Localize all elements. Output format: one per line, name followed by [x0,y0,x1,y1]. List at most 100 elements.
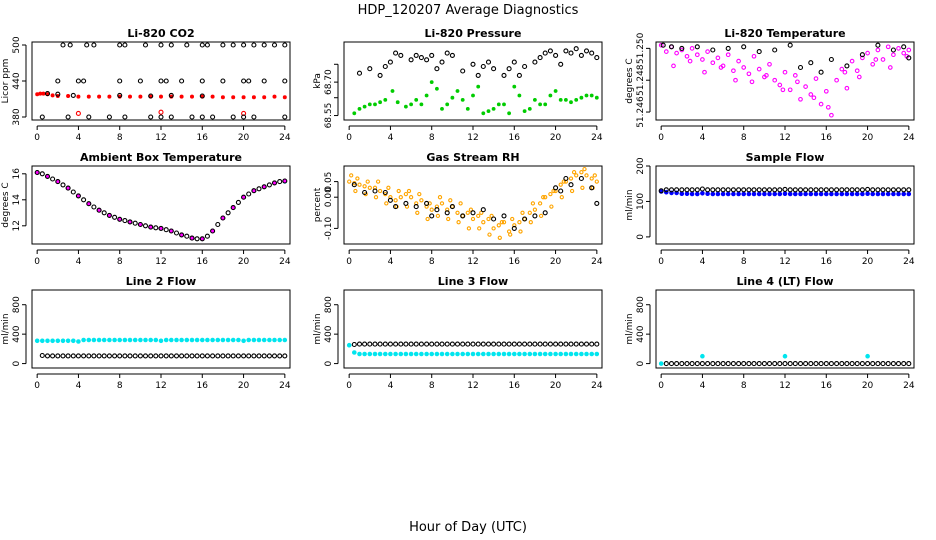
data-point-sample-blue [885,191,891,197]
data-point-rh-orange-spread [510,216,515,222]
data-point-rh-orange-spread [417,191,422,197]
x-tick-label: 16 [197,381,209,391]
data-point-line4-black [772,361,778,367]
data-point-rh-orange [589,176,594,181]
data-point-rh-orange [579,170,584,175]
data-point-line2-black [86,353,92,359]
y-axis-label: degrees C [1,182,11,227]
data-point-rh-orange [439,201,445,206]
data-point-sample-blue [782,191,788,196]
data-point-sample-blue [880,191,886,197]
data-point-sample-black [674,187,680,193]
data-point-pressure-green [390,89,395,93]
data-point-temp-magenta [873,57,879,62]
data-point-line4-black [730,361,736,367]
x-tick-label: 8 [741,133,747,143]
data-point-rh-orange-spread [497,235,502,240]
data-point-line4-black [710,361,716,367]
data-point-line3-cyan [377,351,383,357]
data-point-line4-cyan [700,353,705,359]
data-point-line3-cyan [480,351,486,357]
data-point-line3-black [573,341,579,347]
data-point-line2-black [55,353,61,359]
x-tick-label: 16 [821,381,833,391]
panel-title: Sample Flow [746,151,825,164]
data-point-box-black [235,199,241,205]
data-point-rh-orange [481,220,486,225]
data-point-rh-black [532,213,538,219]
x-tick-label: 16 [509,381,521,391]
data-point-line3-cyan [594,351,600,357]
data-point-pressure-black [424,57,430,63]
data-point-temp-magenta [772,77,778,83]
y-axis-label: ml/min [313,313,323,344]
data-point-rh-orange [537,201,543,206]
data-point-line2-black [235,353,241,359]
data-point-rh-black [589,185,595,191]
data-point-rh-orange-spread [448,198,453,203]
data-point-line2-black [44,353,51,359]
data-point-line4-black [705,361,711,367]
x-tick-label: 12 [155,257,166,267]
data-point-sample-blue [746,191,752,197]
data-point-co2-top [204,42,210,48]
y-tick-label: 100 [636,193,646,210]
data-point-line4-black [720,361,726,367]
data-point-pressure-green [476,84,481,89]
data-point-line4-black [766,361,773,367]
data-point-box-black [199,236,205,242]
data-point-pressure-green [517,93,522,98]
data-point-temp-black [756,49,762,55]
data-point-rh-orange-spread [373,195,379,200]
data-point-line2-cyan [169,337,174,343]
data-point-line2-black [132,353,138,359]
data-point-sample-black [844,187,850,193]
data-point-line2-cyan [107,337,112,343]
data-point-line3-black [465,341,471,347]
y-tick-label: 51.250 [636,32,646,64]
data-point-line3-black [460,341,466,347]
data-point-line3-black [506,341,512,347]
series-group [34,169,288,242]
data-point-sample-black [834,187,840,193]
data-point-temp-magenta [842,69,848,75]
data-point-line3-cyan [346,342,352,348]
data-point-rh-orange [408,195,414,200]
data-point-temp-magenta [684,53,690,59]
data-point-box-black [241,194,247,200]
data-point-sample-blue [875,191,881,197]
series-group [34,337,288,359]
plot-frame [343,289,603,369]
data-point-line3-cyan [532,351,538,357]
data-point-pressure-green [450,95,455,100]
panel-li-820-temperature: Li-820 Temperature 0 4 8 12 16 20 24 51.24651.24… [625,27,915,143]
data-point-temp-magenta [856,74,862,80]
data-point-line4-black [865,361,871,367]
data-point-sample-blue [849,191,855,197]
data-point-sample-black [808,187,814,193]
data-point-line4-black [844,361,850,367]
data-point-line4-black [792,361,798,367]
data-point-rh-black [387,197,393,203]
data-point-line3-cyan [450,351,455,357]
data-point-line4-black [834,361,840,367]
x-tick-label: 0 [658,257,664,267]
data-point-line3-cyan [496,351,502,357]
data-point-line2-cyan [230,337,236,343]
data-point-pressure-green [486,109,491,114]
data-point-co2-low [168,114,174,120]
data-point-line2-cyan [163,337,169,343]
data-point-line4-black [663,361,669,367]
data-point-line2-black [204,353,210,359]
data-point-line3-cyan [465,351,471,357]
data-point-line4-black [818,361,824,367]
data-point-co2-band [168,92,174,98]
data-point-line2-black [148,353,154,359]
data-point-co2-low [122,114,128,120]
data-point-line2-cyan [117,337,122,343]
y-tick-label: 0.05 [324,172,334,192]
data-point-pressure-black [408,57,414,63]
data-point-temp-magenta [741,65,747,70]
data-point-rh-black [563,175,569,182]
